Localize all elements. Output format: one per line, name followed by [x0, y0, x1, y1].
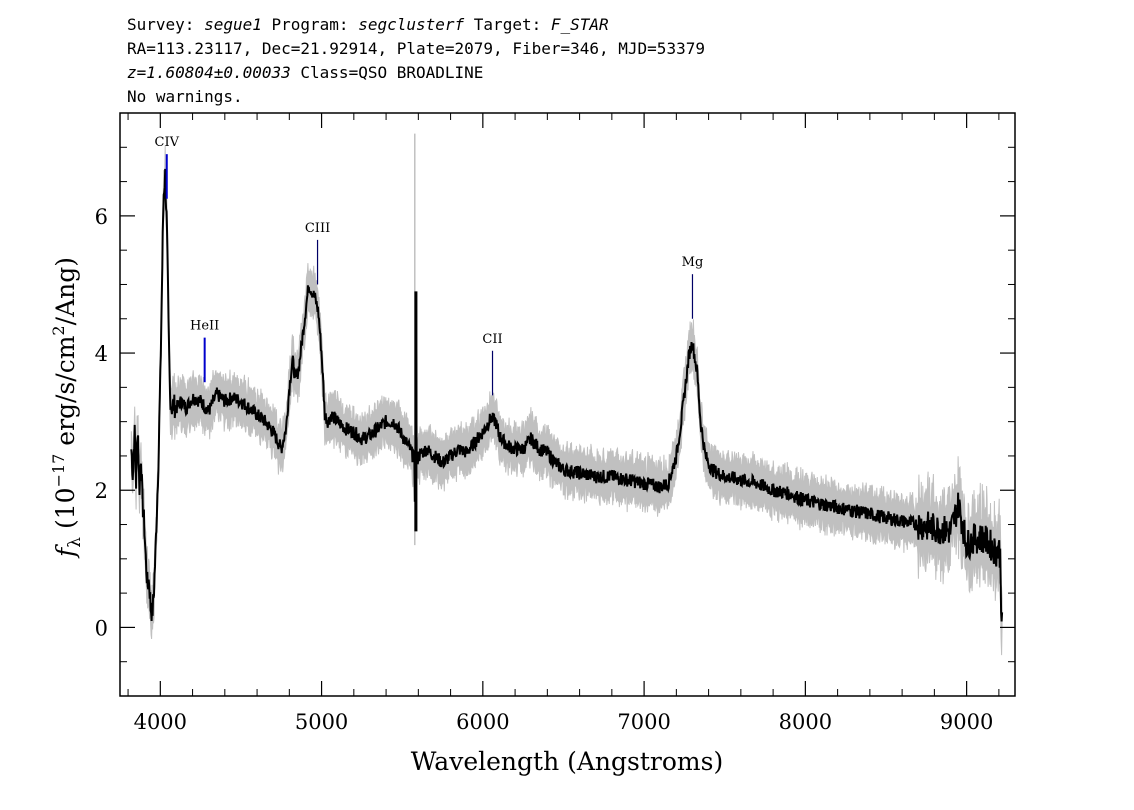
header-line-redshift: z=1.60804±0.00033 Class=QSO BROADLINE: [127, 63, 483, 82]
x-tick-label: 6000: [456, 710, 509, 734]
ylabel-sub: λ: [65, 537, 85, 548]
plot-frame: [119, 112, 1016, 697]
line-label-mg: Mg: [682, 255, 704, 270]
ylabel-pre: (10: [51, 487, 80, 537]
ylabel-mid: erg/s/cm: [51, 335, 80, 453]
ylabel-exp2: 2: [49, 325, 68, 335]
plot-header: Survey: segue1 Program: segclusterf Targ…: [127, 15, 705, 106]
x-tick-label: 9000: [940, 710, 993, 734]
header-line-survey: Survey: segue1 Program: segclusterf Targ…: [127, 15, 609, 34]
header-survey-part-0: Survey:: [127, 15, 204, 34]
y-tick-label: 4: [95, 342, 108, 366]
plot-area: 4000 5000 6000 7000 8000 9000 0 2 4 6 CIV HeII CIII C…: [95, 112, 1016, 734]
ylabel-post: /Ang): [51, 257, 80, 325]
flux-line: [130, 168, 1004, 622]
y-tick-label: 2: [95, 479, 108, 503]
header-survey-part-5: F_STAR: [551, 15, 609, 34]
header-survey-part-3: segclusterf: [358, 15, 464, 34]
ylabel-exp1: −17: [49, 454, 68, 488]
x-tick-label: 5000: [295, 710, 348, 734]
header-redshift-part-1: Class=QSO BROADLINE: [291, 63, 484, 82]
header-redshift-part-0: z=1.60804±0.00033: [127, 63, 291, 82]
line-label-heii: HeII: [190, 319, 219, 334]
y-axis-title: fλ (10−17 erg/s/cm2/Ang): [49, 257, 85, 559]
line-label-ciii: CIII: [305, 221, 330, 236]
line-label-civ: CIV: [155, 135, 180, 150]
x-tick-label: 7000: [617, 710, 670, 734]
header-line-warnings: No warnings.: [127, 87, 243, 106]
ylabel-f: f: [51, 544, 80, 559]
header-survey-part-2: Program:: [262, 15, 358, 34]
header-survey-part-4: Target:: [464, 15, 551, 34]
header-survey-part-1: segue1: [204, 15, 262, 34]
x-tick-label: 8000: [779, 710, 832, 734]
x-axis-title: Wavelength (Angstroms): [411, 747, 723, 776]
error-band: [130, 145, 1003, 656]
x-tick-label: 4000: [134, 710, 187, 734]
line-label-cii: CII: [482, 332, 502, 347]
y-tick-label: 0: [95, 616, 108, 640]
y-tick-label: 6: [95, 205, 108, 229]
header-line-coordinates: RA=113.23117, Dec=21.92914, Plate=2079, …: [127, 39, 705, 58]
